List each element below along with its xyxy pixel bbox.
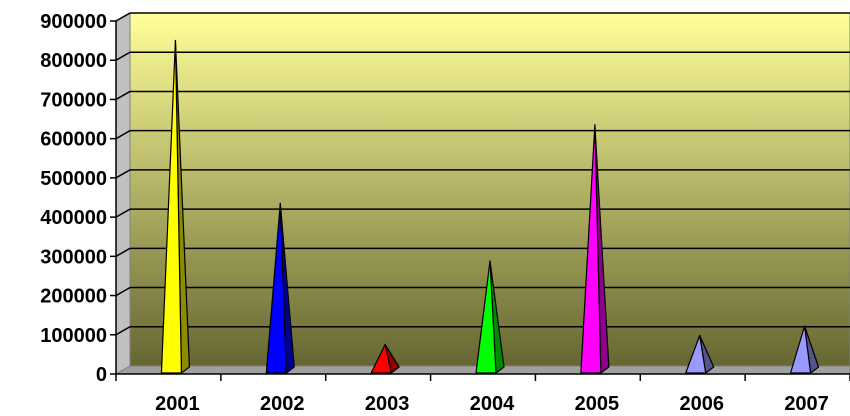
ytick-label: 800000 <box>40 50 107 72</box>
xtick-label: 2006 <box>679 393 724 415</box>
ytick-label: 700000 <box>40 89 107 111</box>
bar <box>685 334 707 374</box>
gridline-side <box>115 208 131 218</box>
xtick-label: 2002 <box>260 393 305 415</box>
xtick-label: 2007 <box>784 393 829 415</box>
gridline-side <box>115 130 131 140</box>
ytick-label: 900000 <box>40 11 107 33</box>
bar <box>370 343 392 374</box>
ytick-label: 600000 <box>40 129 107 151</box>
gridline-side <box>115 326 131 336</box>
gridline-side <box>115 12 131 22</box>
bar <box>580 124 602 374</box>
xtick-label: 2001 <box>155 393 200 415</box>
xtick-label: 2003 <box>365 393 410 415</box>
gridline-side <box>115 247 131 257</box>
ytick-label: 300000 <box>40 246 107 268</box>
gridline-side <box>115 286 131 297</box>
bar <box>160 39 183 374</box>
side-wall <box>115 12 131 375</box>
ytick-label: 100000 <box>40 325 107 347</box>
ytick-label: 200000 <box>40 286 107 308</box>
xtick-label: 2004 <box>470 393 515 415</box>
gridline-side <box>115 51 131 61</box>
bar <box>265 202 287 374</box>
ytick-label: 0 <box>96 364 107 386</box>
bar <box>789 325 812 374</box>
ytick-label: 500000 <box>40 168 107 190</box>
gridline-side <box>115 90 131 101</box>
gridline-side <box>115 169 131 179</box>
ytick-label: 400000 <box>40 207 107 229</box>
bar <box>475 260 497 374</box>
xtick-label: 2005 <box>575 393 620 415</box>
